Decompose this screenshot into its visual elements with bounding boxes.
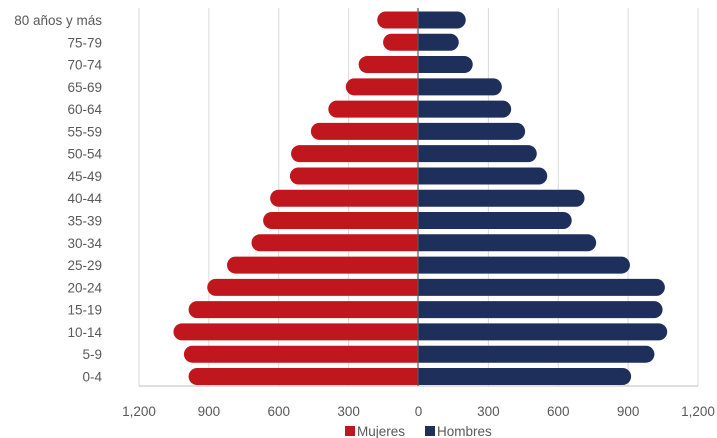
bar-hombres bbox=[418, 278, 665, 296]
bar-hombres bbox=[418, 78, 502, 96]
bar-hombres bbox=[418, 11, 466, 29]
axes bbox=[139, 8, 698, 387]
category-labels: 80 años y más 75-79 70-74 65-69 60-64 55-59 50… bbox=[14, 13, 102, 384]
x-tick-label: 300 bbox=[337, 404, 360, 419]
x-tick-label: 0 bbox=[415, 404, 423, 419]
x-tick-label: 900 bbox=[617, 404, 640, 419]
bar-hombres bbox=[418, 212, 572, 230]
bar-mujeres bbox=[358, 56, 418, 74]
bar-mujeres bbox=[227, 256, 418, 274]
bar-mujeres bbox=[173, 323, 418, 341]
bar-hombres bbox=[418, 323, 668, 341]
bar-hombres bbox=[418, 145, 537, 163]
bar-hombres bbox=[418, 345, 655, 363]
bar-hombres bbox=[418, 33, 459, 51]
category-label: 30-34 bbox=[67, 236, 102, 251]
bar-mujeres bbox=[251, 234, 418, 252]
bar-mujeres bbox=[270, 189, 418, 207]
category-label: 65-69 bbox=[67, 80, 102, 95]
category-label: 55-59 bbox=[67, 124, 102, 139]
category-label: 80 años y más bbox=[14, 13, 102, 28]
category-label: 45-49 bbox=[67, 169, 102, 184]
bar-hombres bbox=[418, 234, 597, 252]
category-label: 10-14 bbox=[67, 325, 102, 340]
category-label: 15-19 bbox=[67, 303, 102, 318]
bar-mujeres bbox=[328, 100, 418, 118]
legend-swatch-hombres bbox=[425, 426, 435, 436]
bar-mujeres bbox=[263, 212, 418, 230]
bar-mujeres bbox=[377, 11, 418, 29]
category-label: 0-4 bbox=[82, 369, 102, 384]
bar-mujeres bbox=[207, 278, 418, 296]
category-label: 25-29 bbox=[67, 258, 102, 273]
bar-mujeres bbox=[345, 78, 418, 96]
legend-label: Mujeres bbox=[357, 424, 405, 438]
bar-mujeres bbox=[310, 122, 418, 140]
bar-hombres bbox=[418, 256, 630, 274]
bar-hombres bbox=[418, 189, 585, 207]
category-label: 70-74 bbox=[67, 58, 102, 73]
bar-hombres bbox=[418, 167, 548, 185]
x-tick-label: 900 bbox=[198, 404, 221, 419]
category-label: 20-24 bbox=[67, 280, 102, 295]
category-label: 35-39 bbox=[67, 214, 102, 229]
bar-hombres bbox=[418, 100, 512, 118]
category-label: 50-54 bbox=[67, 147, 102, 162]
bars bbox=[173, 11, 668, 385]
bar-mujeres bbox=[291, 145, 418, 163]
legend-label: Hombres bbox=[437, 424, 492, 438]
x-tick-label: 600 bbox=[547, 404, 570, 419]
bar-mujeres bbox=[188, 367, 418, 385]
bar-mujeres bbox=[383, 33, 418, 51]
x-tick-label: 300 bbox=[477, 404, 500, 419]
x-tick-label: 1,200 bbox=[681, 404, 715, 419]
x-tick-labels: 1,200 900 600 300 0 300 600 900 1,200 bbox=[122, 404, 715, 419]
x-tick-label: 600 bbox=[267, 404, 290, 419]
legend-swatch-mujeres bbox=[345, 426, 355, 436]
bar-hombres bbox=[418, 56, 473, 74]
bar-mujeres bbox=[289, 167, 418, 185]
category-label: 5-9 bbox=[82, 347, 102, 362]
bar-mujeres bbox=[188, 301, 418, 319]
category-label: 40-44 bbox=[67, 191, 102, 206]
legend: Mujeres Hombres bbox=[345, 424, 492, 438]
x-tick-label: 1,200 bbox=[122, 404, 156, 419]
bar-hombres bbox=[418, 301, 663, 319]
bar-hombres bbox=[418, 122, 526, 140]
bar-mujeres bbox=[183, 345, 418, 363]
bar-hombres bbox=[418, 367, 632, 385]
category-label: 75-79 bbox=[67, 35, 102, 50]
category-label: 60-64 bbox=[67, 102, 102, 117]
